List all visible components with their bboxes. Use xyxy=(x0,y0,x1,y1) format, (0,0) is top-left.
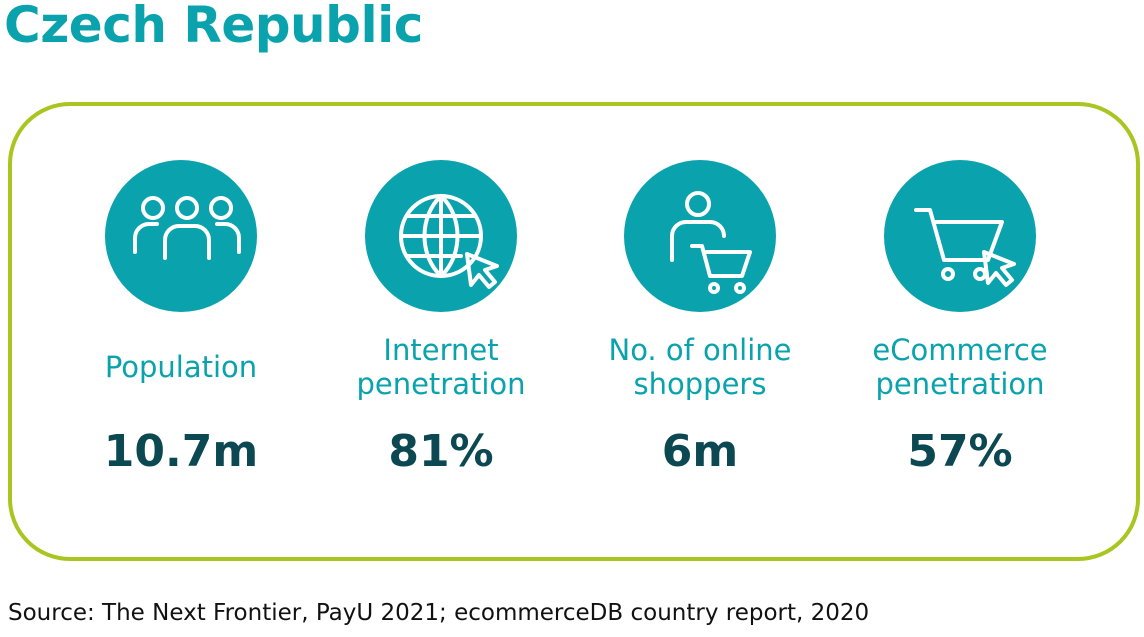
stat-label: Internet penetration xyxy=(311,322,571,412)
stat-icon xyxy=(365,160,517,312)
stat-icon xyxy=(624,160,776,312)
stat-label: eCommerce penetration xyxy=(830,322,1090,412)
stat: No. of online shoppers 6m xyxy=(570,160,830,477)
label-line: penetration xyxy=(875,367,1045,401)
stats-box xyxy=(8,102,1140,561)
stat: Internet penetration 81% xyxy=(311,160,571,477)
label-line: shoppers xyxy=(633,367,767,401)
stat-label: No. of online shoppers xyxy=(570,322,830,412)
stat-value: 6m xyxy=(661,426,739,477)
stat-icon xyxy=(884,160,1036,312)
stat-label: Population xyxy=(51,322,311,412)
icon xyxy=(133,196,241,260)
stat-value: 10.7m xyxy=(103,426,259,477)
source: Source: The Next Frontier, PayU 2021; ec… xyxy=(8,600,870,626)
icon xyxy=(399,194,499,289)
label-line: Internet xyxy=(383,333,499,367)
label-line: Population xyxy=(104,350,258,384)
stat: Population 10.7m xyxy=(51,160,311,477)
stat-icon xyxy=(105,160,257,312)
label-line: eCommerce xyxy=(872,333,1048,367)
stat-value: 57% xyxy=(907,426,1013,477)
icon xyxy=(670,191,752,294)
stat-value: 81% xyxy=(388,426,494,477)
icon xyxy=(914,208,1016,287)
stat: eCommerce penetration 57% xyxy=(830,160,1090,477)
label-line: No. of online xyxy=(608,333,792,367)
label-line: penetration xyxy=(356,367,526,401)
title: Czech Republic xyxy=(4,0,423,54)
